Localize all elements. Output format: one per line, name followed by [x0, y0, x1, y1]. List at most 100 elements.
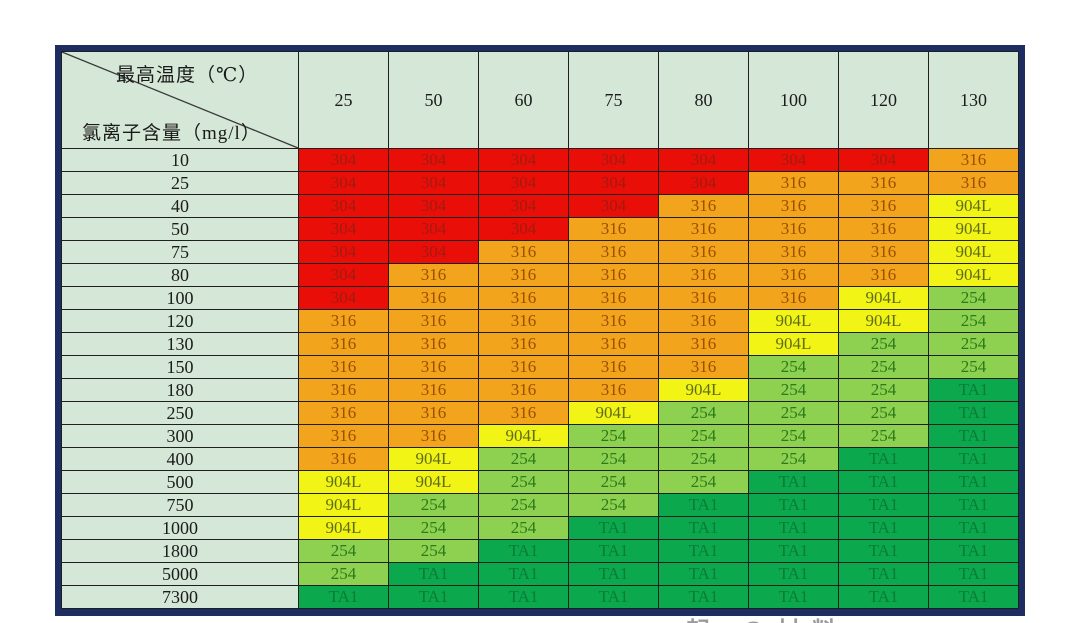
- material-cell: TA1: [568, 585, 659, 609]
- material-cell: 316: [748, 286, 839, 310]
- material-cell: 316: [838, 171, 929, 195]
- row-label: 10: [61, 148, 299, 172]
- material-cell: 316: [298, 309, 389, 333]
- material-cell: TA1: [928, 493, 1019, 517]
- material-cell: 316: [658, 286, 749, 310]
- material-cell: 316: [388, 401, 479, 425]
- row-label: 5000: [61, 562, 299, 586]
- material-cell: TA1: [748, 470, 839, 494]
- column-header-120: 120: [838, 51, 929, 149]
- material-cell: 316: [478, 401, 569, 425]
- material-cell: TA1: [838, 470, 929, 494]
- material-cell: TA1: [838, 585, 929, 609]
- row-label: 1000: [61, 516, 299, 540]
- material-cell: 316: [568, 309, 659, 333]
- material-cell: 316: [838, 194, 929, 218]
- row-label: 250: [61, 401, 299, 425]
- material-cell: 316: [748, 171, 839, 195]
- material-cell: 316: [568, 286, 659, 310]
- material-cell: 316: [568, 378, 659, 402]
- material-cell: 316: [658, 332, 749, 356]
- material-cell: 316: [658, 217, 749, 241]
- material-cell: 316: [298, 401, 389, 425]
- column-header-130: 130: [928, 51, 1019, 149]
- material-cell: 304: [298, 194, 389, 218]
- material-cell: TA1: [568, 539, 659, 563]
- material-selection-table: 最高温度（℃） 氯离子含量（mg/l） 25 50 60 75 80 100 120 130 …: [55, 45, 1025, 616]
- material-cell: TA1: [568, 562, 659, 586]
- material-cell: TA1: [838, 539, 929, 563]
- material-cell: TA1: [748, 585, 839, 609]
- material-cell: 904L: [388, 470, 479, 494]
- material-cell: TA1: [838, 447, 929, 471]
- selection-table: 最高温度（℃） 氯离子含量（mg/l） 25 50 60 75 80 100 120 130 …: [61, 51, 1019, 609]
- material-cell: 304: [658, 148, 749, 172]
- row-label: 150: [61, 355, 299, 379]
- material-cell: 304: [298, 171, 389, 195]
- material-cell: 254: [568, 447, 659, 471]
- table-row: 10 304 304 304 304 304 304 304 316: [61, 148, 1019, 172]
- material-cell: 316: [748, 263, 839, 287]
- table-row: 300 316 316 904L 254 254 254 254 TA1: [61, 424, 1019, 448]
- row-label: 750: [61, 493, 299, 517]
- material-cell: 304: [388, 171, 479, 195]
- material-cell: 904L: [928, 263, 1019, 287]
- material-cell: 304: [298, 263, 389, 287]
- material-cell: 254: [928, 309, 1019, 333]
- material-cell: 316: [748, 217, 839, 241]
- header-row: 最高温度（℃） 氯离子含量（mg/l） 25 50 60 75 80 100 120 130: [61, 51, 1019, 149]
- material-cell: TA1: [658, 585, 749, 609]
- table-row: 50 304 304 304 316 316 316 316 904L: [61, 217, 1019, 241]
- material-cell: 316: [478, 378, 569, 402]
- watermark-text: 一起 @材料: [650, 611, 1080, 623]
- material-cell: 304: [838, 148, 929, 172]
- material-cell: 316: [478, 263, 569, 287]
- material-cell: 316: [388, 286, 479, 310]
- material-cell: 316: [838, 217, 929, 241]
- material-cell: 304: [298, 148, 389, 172]
- table-row: 1000 904L 254 254 TA1 TA1 TA1 TA1 TA1: [61, 516, 1019, 540]
- max-temperature-label: 最高温度（℃）: [116, 65, 259, 86]
- row-label: 300: [61, 424, 299, 448]
- material-cell: 254: [838, 355, 929, 379]
- material-cell: 904L: [658, 378, 749, 402]
- material-cell: 254: [748, 355, 839, 379]
- table-row: 25 304 304 304 304 304 316 316 316: [61, 171, 1019, 195]
- material-cell: 316: [478, 286, 569, 310]
- material-cell: 254: [568, 424, 659, 448]
- material-cell: TA1: [928, 539, 1019, 563]
- row-label: 130: [61, 332, 299, 356]
- material-cell: TA1: [928, 516, 1019, 540]
- material-cell: TA1: [298, 585, 389, 609]
- material-cell: 904L: [928, 240, 1019, 264]
- material-cell: TA1: [748, 562, 839, 586]
- column-header-100: 100: [748, 51, 839, 149]
- material-cell: 316: [928, 171, 1019, 195]
- column-header-80: 80: [658, 51, 749, 149]
- table-row: 250 316 316 316 904L 254 254 254 TA1: [61, 401, 1019, 425]
- material-cell: 316: [298, 424, 389, 448]
- row-label: 50: [61, 217, 299, 241]
- table-row: 400 316 904L 254 254 254 254 TA1 TA1: [61, 447, 1019, 471]
- material-cell: 304: [298, 240, 389, 264]
- material-cell: 254: [838, 424, 929, 448]
- material-cell: 316: [478, 355, 569, 379]
- material-cell: 316: [568, 263, 659, 287]
- material-cell: 904L: [388, 447, 479, 471]
- material-cell: 316: [388, 424, 479, 448]
- material-cell: TA1: [568, 516, 659, 540]
- material-cell: 254: [388, 493, 479, 517]
- material-cell: TA1: [478, 562, 569, 586]
- material-cell: 316: [388, 309, 479, 333]
- material-cell: 304: [568, 171, 659, 195]
- row-label: 1800: [61, 539, 299, 563]
- row-label: 75: [61, 240, 299, 264]
- material-cell: 316: [478, 309, 569, 333]
- table-row: 130 316 316 316 316 316 904L 254 254: [61, 332, 1019, 356]
- material-cell: 316: [568, 355, 659, 379]
- table-row: 1800 254 254 TA1 TA1 TA1 TA1 TA1 TA1: [61, 539, 1019, 563]
- column-header-75: 75: [568, 51, 659, 149]
- material-cell: 904L: [478, 424, 569, 448]
- material-cell: 304: [478, 217, 569, 241]
- material-cell: 254: [658, 470, 749, 494]
